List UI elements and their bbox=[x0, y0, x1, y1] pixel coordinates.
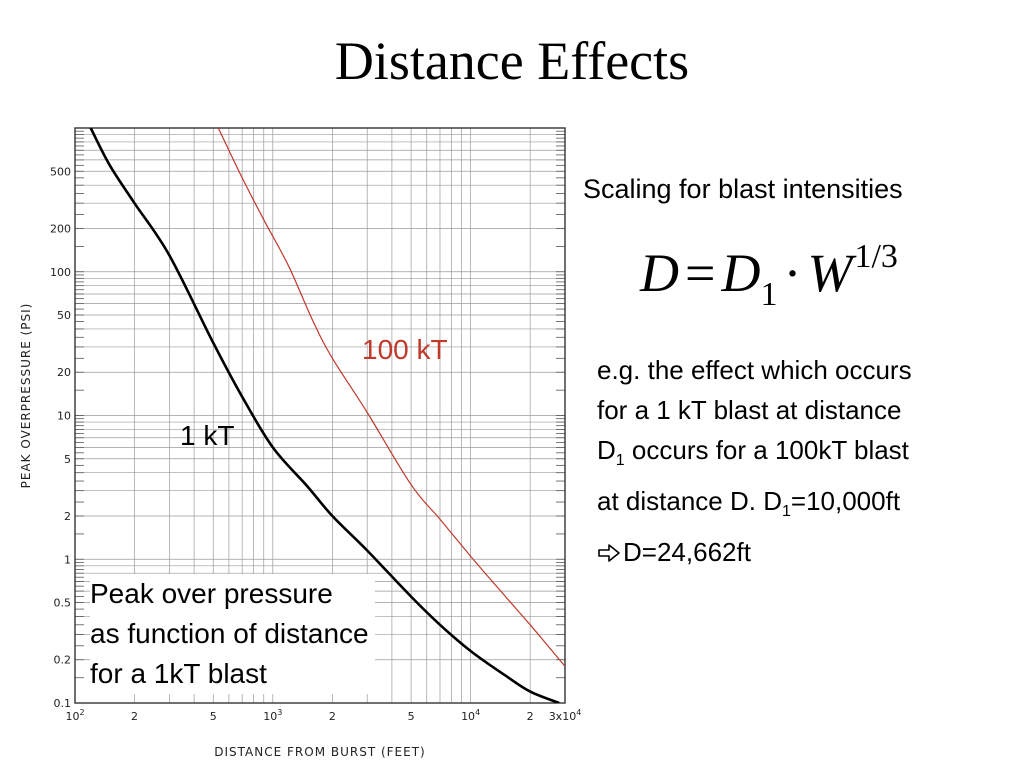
y-tick-label: 50 bbox=[57, 309, 71, 322]
example-line: e.g. the effect which occurs bbox=[597, 355, 912, 385]
y-tick-label: 0.2 bbox=[54, 654, 72, 667]
chart-caption-line: as function of distance bbox=[90, 618, 369, 649]
y-tick-label: 20 bbox=[57, 366, 71, 379]
example-text: e.g. the effect which occurs for a 1 kT … bbox=[597, 350, 912, 572]
right-arrow-icon bbox=[598, 544, 620, 563]
formula-lhs: D bbox=[640, 243, 679, 303]
scaling-heading: Scaling for blast intensities bbox=[583, 174, 903, 204]
example-line: D1 occurs for a 100kT blast bbox=[597, 435, 909, 470]
example-line: at distance D. D1=10,000ft bbox=[597, 486, 901, 521]
formula-exponent: 1/3 bbox=[854, 238, 898, 275]
formula-dot: · bbox=[783, 243, 802, 303]
x-tick-label: 2 bbox=[329, 710, 336, 723]
x-tick-label: 102 bbox=[65, 708, 84, 723]
slide-title: Distance Effects bbox=[334, 31, 690, 91]
series-line-1kt bbox=[89, 128, 560, 703]
y-tick-label: 100 bbox=[50, 266, 71, 279]
y-axis-label: PEAK OVERPRESSURE (PSI) bbox=[19, 303, 33, 489]
x-axis-label: DISTANCE FROM BURST (FEET) bbox=[214, 745, 425, 759]
x-tick-label: 2 bbox=[527, 710, 534, 723]
chart-axis-labels: DISTANCE FROM BURST (FEET) PEAK OVERPRESS… bbox=[19, 303, 425, 759]
example-line: D=24,662ft bbox=[597, 532, 912, 572]
y-tick-label: 2 bbox=[64, 510, 71, 523]
chart-caption-line: Peak over pressure bbox=[90, 578, 333, 609]
y-tick-label: 10 bbox=[57, 410, 71, 423]
y-tick-label: 0.1 bbox=[54, 697, 72, 710]
y-tick-label: 500 bbox=[50, 165, 71, 178]
example-line: for a 1 kT blast at distance bbox=[597, 395, 902, 425]
series-line-100kt bbox=[217, 128, 565, 667]
x-tick-label: 103 bbox=[263, 708, 282, 723]
chart-frame bbox=[74, 127, 566, 704]
formula-d: D bbox=[721, 243, 761, 303]
scaling-formula: D = D1 · W1/3 bbox=[640, 238, 898, 314]
label-1kt: 1 kT bbox=[180, 420, 235, 451]
x-tick-label: 5 bbox=[210, 710, 217, 723]
label-100kt: 100 kT bbox=[362, 334, 448, 365]
chart-series bbox=[89, 128, 565, 703]
chart-caption: Peak over pressure as function of distan… bbox=[90, 574, 375, 694]
formula-equals: = bbox=[685, 243, 716, 303]
chart-caption-line: for a 1kT blast bbox=[90, 658, 267, 689]
plot-frame bbox=[74, 127, 566, 704]
x-tick-label: 3x104 bbox=[549, 708, 582, 723]
y-tick-label: 5 bbox=[64, 453, 71, 466]
y-tick-label: 0.5 bbox=[54, 597, 72, 610]
x-tick-label: 2 bbox=[131, 710, 138, 723]
formula-d-subscript: 1 bbox=[760, 276, 778, 313]
y-tick-label: 200 bbox=[50, 222, 71, 235]
formula-w: W bbox=[807, 243, 853, 303]
y-tick-label: 1 bbox=[64, 553, 71, 566]
x-tick-label: 5 bbox=[408, 710, 415, 723]
x-tick-label: 104 bbox=[461, 708, 480, 723]
